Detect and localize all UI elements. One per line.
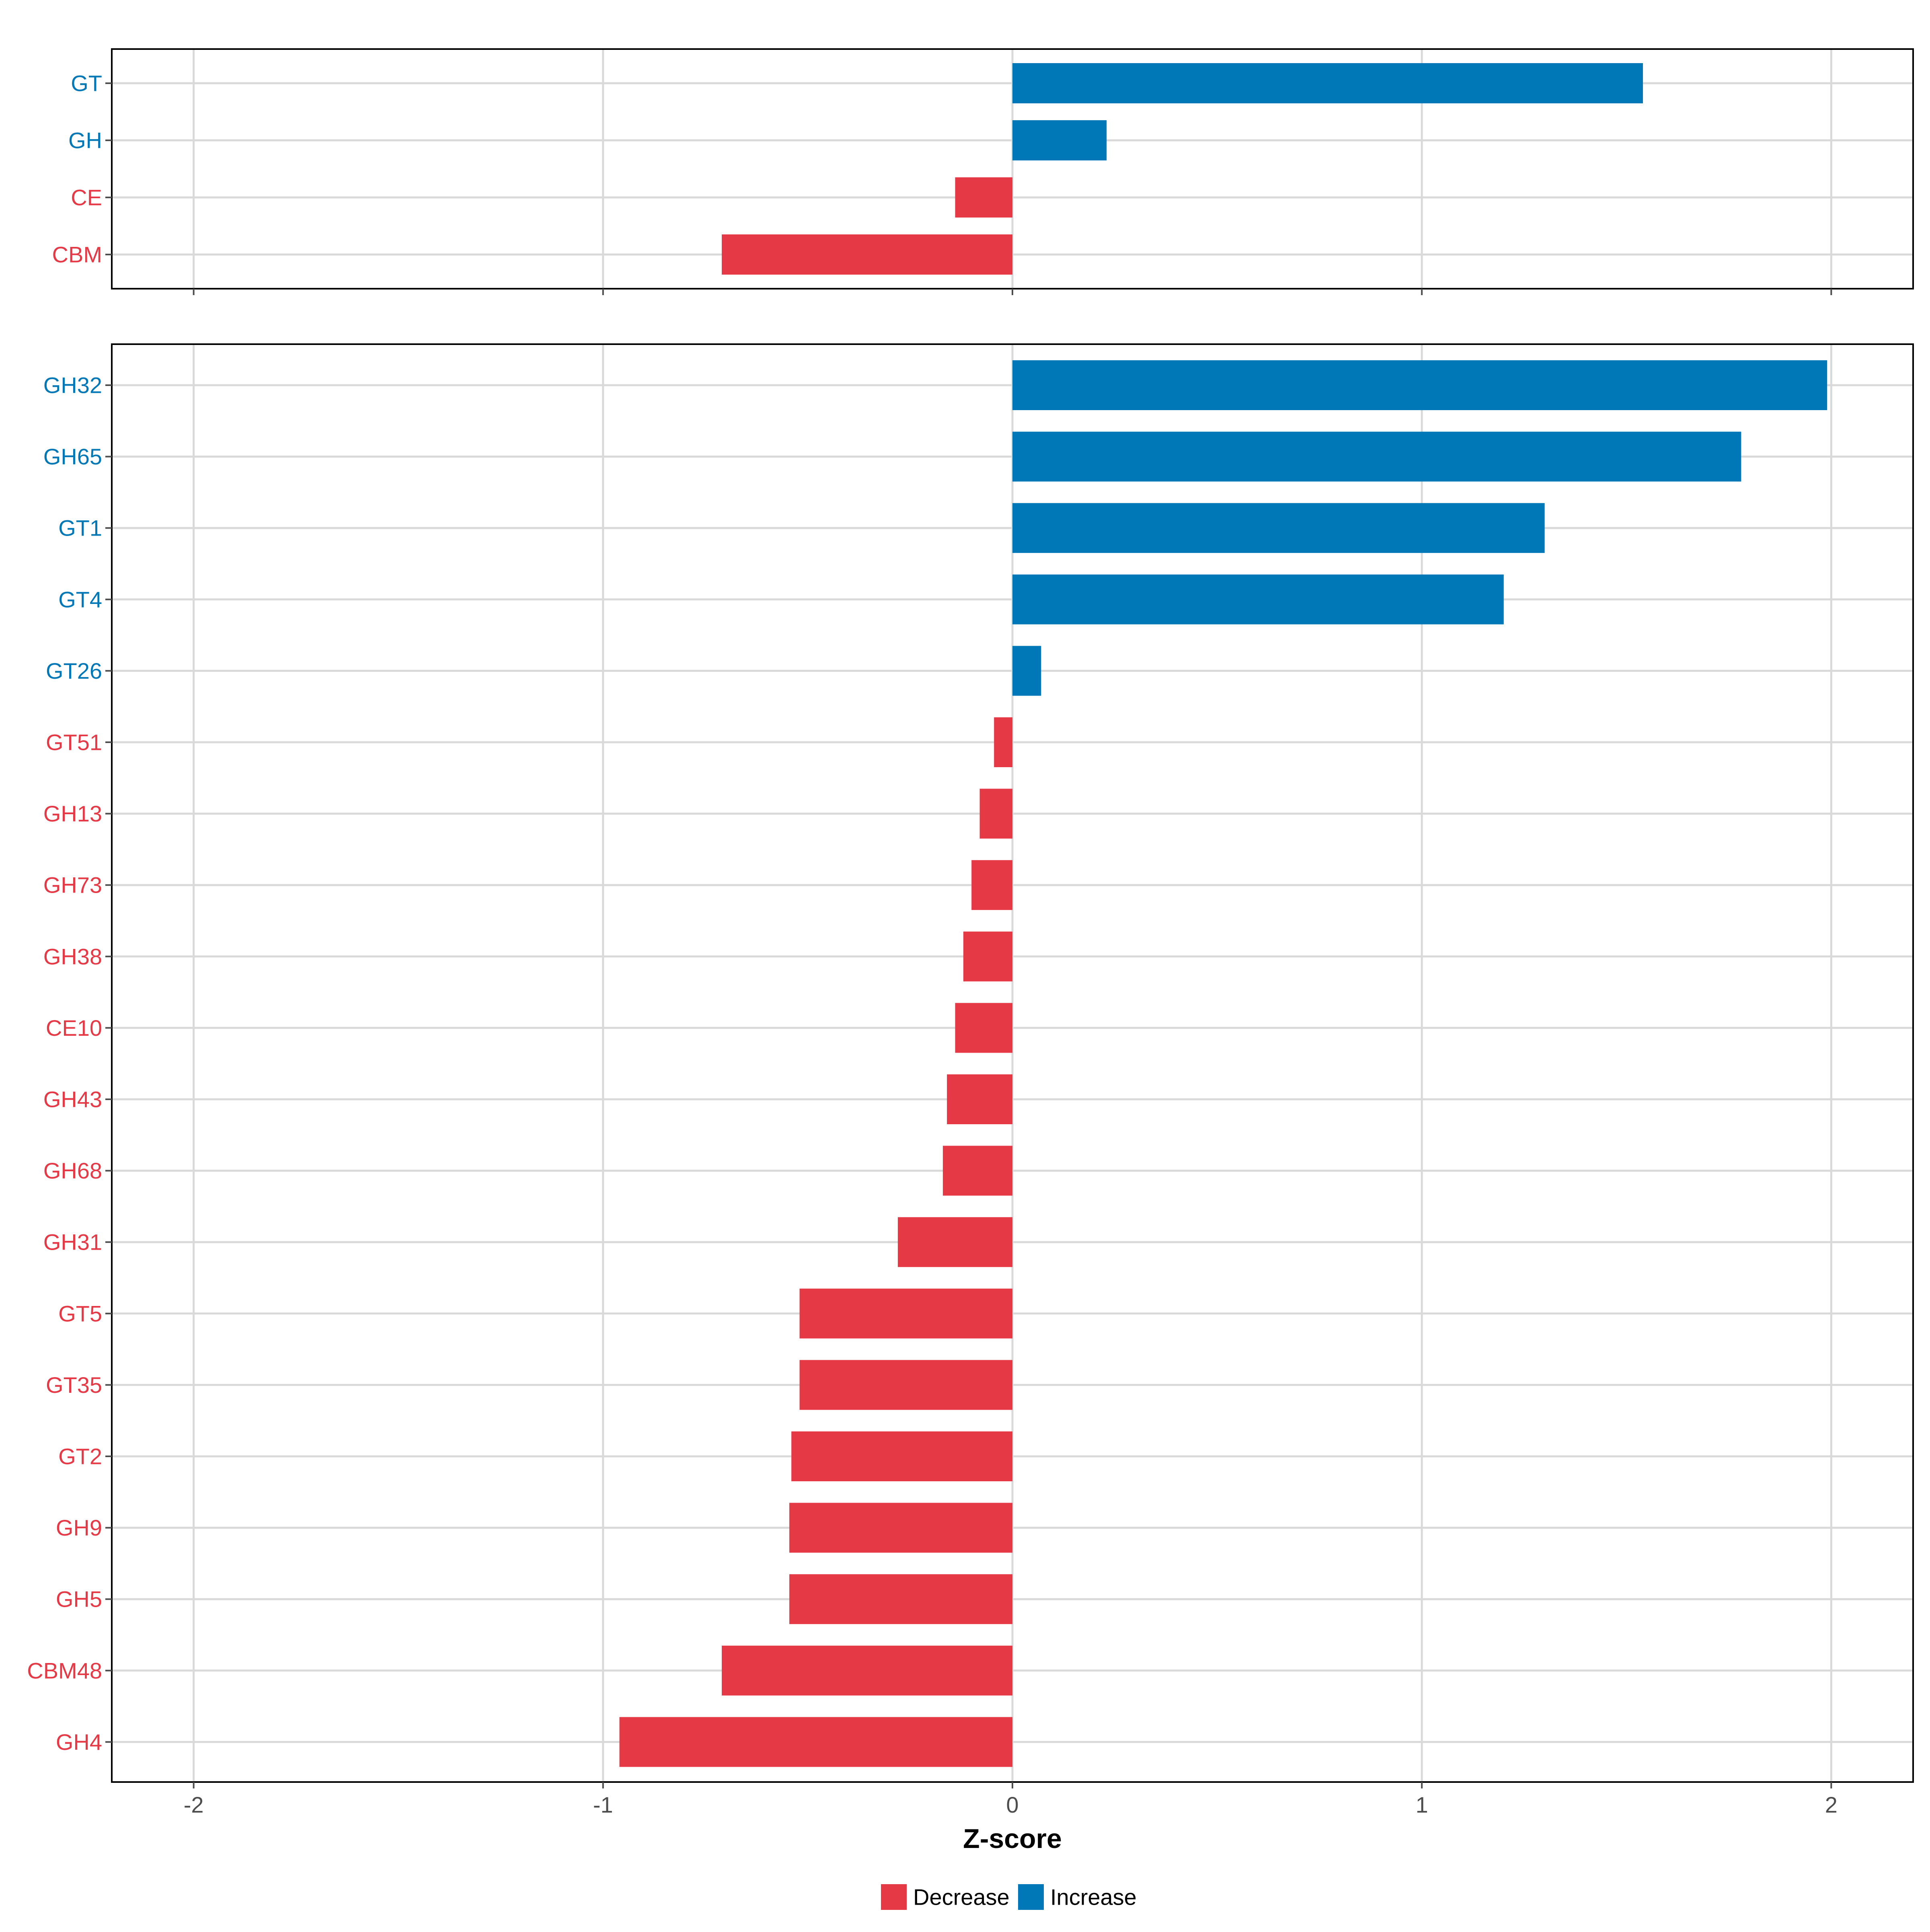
y-tick-label-gh68: GH68 [43, 1158, 102, 1183]
bar-gt51 [994, 717, 1012, 767]
bar-gh5 [789, 1574, 1012, 1624]
y-tick-label-gh: GH [68, 128, 102, 153]
x-tick-label: 1 [1416, 1792, 1428, 1817]
legend-key-increase [1018, 1884, 1044, 1910]
bar-gh68 [942, 1146, 1012, 1196]
bar-ce [955, 177, 1012, 218]
bar-gh13 [979, 788, 1012, 839]
y-tick-label-gh5: GH5 [56, 1587, 102, 1612]
y-tick-label-gh9: GH9 [56, 1515, 102, 1540]
y-tick-label-gh43: GH43 [43, 1087, 102, 1112]
x-tick-label: 2 [1825, 1792, 1838, 1817]
x-tick-label: -1 [593, 1792, 613, 1817]
bar-gh43 [947, 1074, 1012, 1124]
x-axis-title: Z-score [963, 1823, 1062, 1854]
x-tick-label: -2 [184, 1792, 204, 1817]
bar-gt35 [799, 1360, 1012, 1410]
bar-gh4 [619, 1717, 1012, 1767]
y-tick-label-gt35: GT35 [46, 1372, 102, 1398]
y-tick-label-gh65: GH65 [43, 444, 102, 469]
y-tick-label-gh4: GH4 [56, 1729, 102, 1755]
bar-gt26 [1012, 646, 1041, 696]
bar-cbm48 [722, 1645, 1012, 1696]
y-tick-label-gt5: GT5 [58, 1301, 102, 1326]
legend-key-decrease [881, 1884, 907, 1910]
y-tick-label-gt26: GT26 [46, 658, 102, 684]
x-tick-label: 0 [1006, 1792, 1018, 1817]
y-tick-label-gt51: GT51 [46, 730, 102, 755]
bar-gh32 [1012, 360, 1827, 410]
bar-gt1 [1012, 503, 1545, 553]
legend: Decrease Increase [881, 1884, 1137, 1910]
y-tick-label-gt4: GT4 [58, 587, 102, 612]
y-tick-label-cbm: CBM [52, 242, 102, 267]
bar-gh9 [789, 1503, 1012, 1553]
y-tick-label-gh38: GH38 [43, 944, 102, 969]
bar-gh38 [963, 931, 1012, 981]
bar-gt2 [791, 1431, 1012, 1481]
y-tick-label-gh31: GH31 [43, 1230, 102, 1255]
bar-cbm [722, 234, 1012, 275]
y-tick-label-gh32: GH32 [43, 373, 102, 398]
bar-gh [1012, 120, 1107, 160]
bottom-panel: GH32GH65GT1GT4GT26GT51GH13GH73GH38CE10GH… [27, 343, 1914, 1817]
y-tick-label-gh73: GH73 [43, 873, 102, 898]
y-tick-label-ce: CE [71, 185, 102, 210]
legend-label-decrease: Decrease [913, 1885, 1010, 1910]
y-tick-label-gt2: GT2 [58, 1444, 102, 1469]
bar-ce10 [955, 1003, 1012, 1053]
bar-gt4 [1012, 574, 1504, 624]
bar-gt [1012, 63, 1643, 103]
y-tick-label-ce10: CE10 [46, 1015, 102, 1041]
bar-gh31 [897, 1217, 1012, 1267]
bar-gt5 [799, 1288, 1012, 1339]
y-tick-label-gh13: GH13 [43, 801, 102, 826]
y-tick-label-cbm48: CBM48 [27, 1658, 102, 1683]
y-tick-label-gt1: GT1 [58, 515, 102, 541]
bar-gh65 [1012, 431, 1741, 482]
bar-gh73 [971, 860, 1012, 910]
y-tick-label-gt: GT [71, 71, 102, 96]
legend-label-increase: Increase [1050, 1885, 1137, 1910]
top-panel: GT GH CE CBM [52, 48, 1914, 295]
